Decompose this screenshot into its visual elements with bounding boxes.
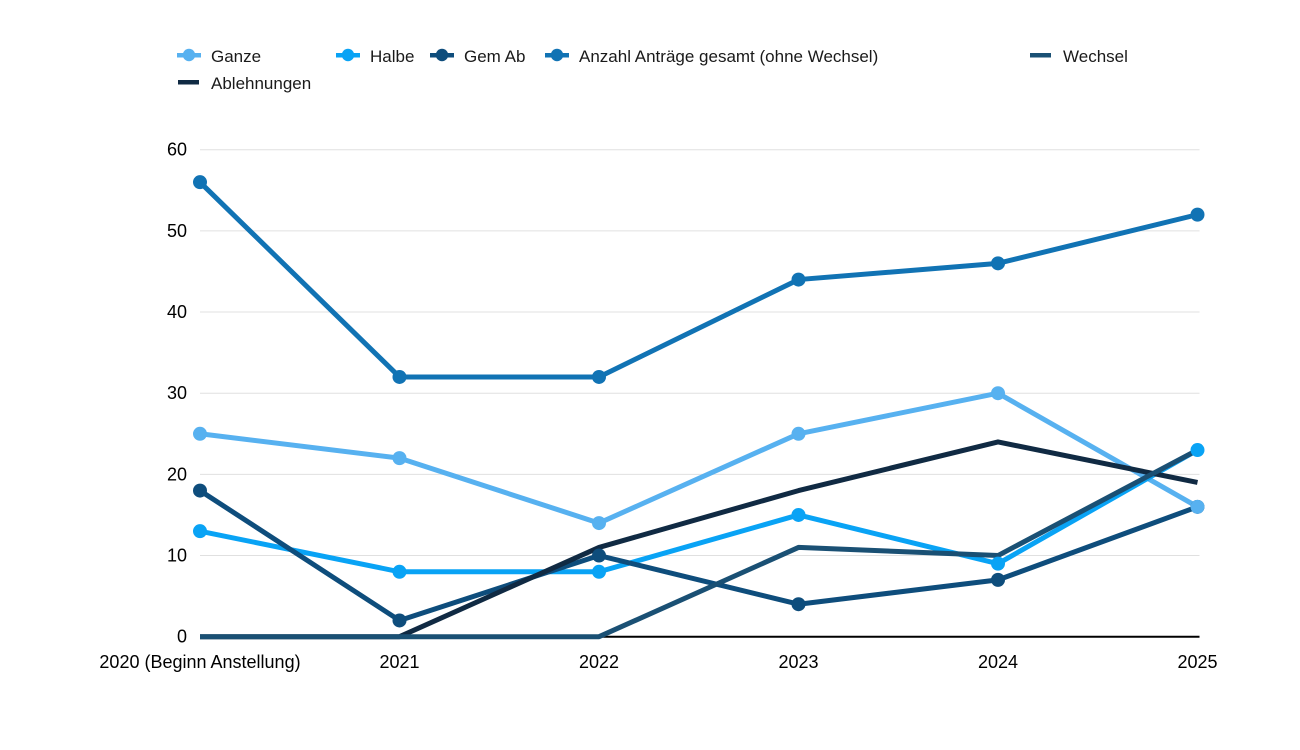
- data-point-ganze[interactable]: [392, 451, 407, 466]
- data-point-gem-ab[interactable]: [991, 572, 1005, 587]
- legend-line-icon: [1028, 46, 1054, 68]
- y-tick-label: 50: [167, 221, 187, 241]
- data-point-anzahl-antr-ge-gesamt-ohne-wechsel[interactable]: [592, 369, 606, 384]
- x-axis-label: 2024: [978, 652, 1018, 672]
- data-point-halbe[interactable]: [1190, 443, 1205, 458]
- y-tick-label: 0: [177, 627, 187, 647]
- legend-item-halbe[interactable]: Halbe: [335, 46, 414, 68]
- series-line-gem-ab: [198, 488, 1199, 623]
- data-point-gem-ab[interactable]: [392, 613, 407, 628]
- data-point-ganze[interactable]: [592, 516, 606, 531]
- data-point-anzahl-antr-ge-gesamt-ohne-wechsel[interactable]: [392, 369, 407, 384]
- legend-line-icon: [176, 73, 202, 95]
- data-point-halbe[interactable]: [392, 564, 407, 579]
- data-point-ganze[interactable]: [1190, 499, 1205, 514]
- legend-item-anzahl-antr-ge-gesamt-ohne-wechsel[interactable]: Anzahl Anträge gesamt (ohne Wechsel): [544, 46, 878, 68]
- legend-point-icon: [429, 46, 455, 68]
- y-tick-label: 20: [167, 464, 187, 484]
- series-line-ganze: [199, 390, 1199, 526]
- data-point-gem-ab[interactable]: [791, 597, 806, 612]
- data-point-halbe[interactable]: [791, 507, 806, 522]
- data-point-gem-ab[interactable]: [592, 548, 606, 563]
- data-point-halbe[interactable]: [991, 556, 1005, 571]
- legend-label: Gem Ab: [464, 47, 526, 66]
- data-point-ganze[interactable]: [193, 426, 207, 441]
- data-point-halbe[interactable]: [592, 564, 606, 579]
- x-axis-label: 2022: [579, 652, 619, 672]
- legend-label: Ablehnungen: [211, 74, 312, 93]
- series-line-wechsel: [200, 447, 1199, 640]
- legend-label: Halbe: [370, 47, 415, 66]
- series-line-anzahl-antr-ge-gesamt-ohne-wechsel: [198, 180, 1199, 380]
- data-point-ganze[interactable]: [791, 426, 806, 441]
- x-axis-label: 2025: [1177, 652, 1217, 672]
- legend-label: Ganze: [211, 47, 262, 66]
- data-point-ganze[interactable]: [991, 386, 1005, 401]
- data-point-anzahl-antr-ge-gesamt-ohne-wechsel[interactable]: [193, 175, 207, 190]
- legend-item-wechsel[interactable]: Wechsel: [1028, 46, 1128, 68]
- legend-label: Wechsel: [1063, 47, 1128, 66]
- y-tick-label: 30: [167, 383, 187, 403]
- legend-point-icon: [176, 46, 202, 68]
- y-tick-label: 60: [167, 140, 187, 160]
- legend-point-icon: [544, 46, 570, 68]
- data-point-halbe[interactable]: [193, 524, 207, 539]
- x-axis-label: 2023: [778, 652, 818, 672]
- legend-label: Anzahl Anträge gesamt (ohne Wechsel): [579, 47, 879, 66]
- data-point-anzahl-antr-ge-gesamt-ohne-wechsel[interactable]: [791, 272, 806, 287]
- legend-item-gem-ab[interactable]: Gem Ab: [429, 46, 525, 68]
- legend-point-icon: [335, 46, 361, 68]
- legend-item-ganze[interactable]: Ganze: [176, 46, 261, 68]
- legend-item-ablehnungen[interactable]: Ablehnungen: [176, 73, 311, 95]
- series-line-ablehnungen: [200, 439, 1198, 640]
- x-axis-label: 2021: [379, 652, 419, 672]
- y-tick-label: 10: [167, 546, 187, 566]
- series-line-halbe: [199, 447, 1199, 575]
- data-point-anzahl-antr-ge-gesamt-ohne-wechsel[interactable]: [991, 256, 1005, 271]
- x-axis-label: 2020 (Beginn Anstellung): [99, 652, 300, 672]
- y-tick-label: 40: [167, 302, 187, 322]
- data-point-gem-ab[interactable]: [193, 483, 207, 498]
- data-point-anzahl-antr-ge-gesamt-ohne-wechsel[interactable]: [1190, 207, 1205, 222]
